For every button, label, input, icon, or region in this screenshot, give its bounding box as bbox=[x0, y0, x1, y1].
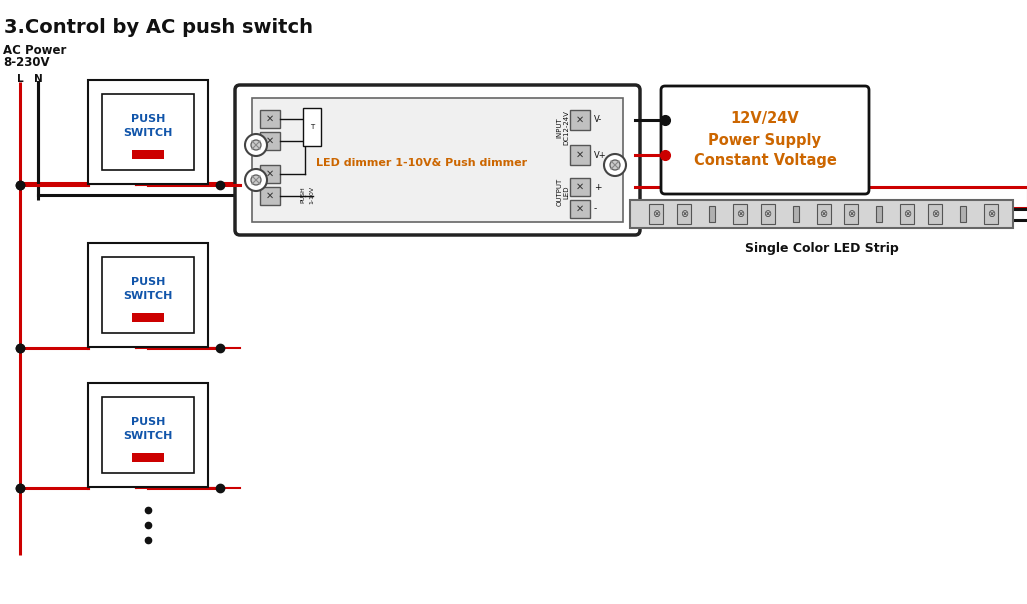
Text: -: - bbox=[594, 205, 598, 213]
Bar bbox=[260, 165, 280, 183]
Bar bbox=[793, 206, 799, 222]
Text: ✕: ✕ bbox=[576, 204, 584, 214]
Text: LED dimmer 1-10V& Push dimmer: LED dimmer 1-10V& Push dimmer bbox=[316, 158, 527, 168]
Text: PUSH
SWITCH: PUSH SWITCH bbox=[123, 114, 173, 138]
Bar bbox=[303, 108, 321, 146]
Text: ⊗: ⊗ bbox=[680, 209, 688, 219]
Text: Single Color LED Strip: Single Color LED Strip bbox=[745, 242, 899, 255]
Text: PUSH: PUSH bbox=[300, 187, 305, 204]
Text: AC Power: AC Power bbox=[3, 44, 67, 57]
Text: L: L bbox=[16, 74, 24, 84]
Bar bbox=[570, 178, 589, 196]
Bar bbox=[102, 94, 194, 170]
Bar bbox=[260, 187, 280, 205]
Text: PUSH
SWITCH: PUSH SWITCH bbox=[123, 417, 173, 441]
Text: ⊗: ⊗ bbox=[735, 209, 744, 219]
Bar bbox=[984, 204, 998, 224]
Text: ✕: ✕ bbox=[266, 114, 274, 124]
Bar bbox=[570, 200, 589, 218]
Text: ⊗: ⊗ bbox=[764, 209, 771, 219]
Text: PUSH
SWITCH: PUSH SWITCH bbox=[123, 277, 173, 301]
Bar bbox=[709, 206, 715, 222]
Bar bbox=[732, 204, 747, 224]
Circle shape bbox=[251, 140, 261, 150]
Text: ✕: ✕ bbox=[576, 150, 584, 160]
Bar bbox=[260, 132, 280, 150]
Text: OUTPUT
LED: OUTPUT LED bbox=[557, 178, 570, 206]
Bar bbox=[630, 200, 1013, 228]
Bar bbox=[88, 80, 208, 184]
Bar bbox=[88, 383, 208, 487]
Text: ⊗: ⊗ bbox=[903, 209, 911, 219]
Bar bbox=[88, 243, 208, 347]
Bar bbox=[928, 204, 942, 224]
Bar bbox=[816, 204, 831, 224]
Text: ✕: ✕ bbox=[576, 115, 584, 125]
Text: ✕: ✕ bbox=[266, 169, 274, 179]
Bar bbox=[677, 204, 691, 224]
Text: V+: V+ bbox=[594, 150, 607, 159]
Text: V-: V- bbox=[594, 115, 602, 124]
Text: ✕: ✕ bbox=[576, 182, 584, 192]
Text: ⊗: ⊗ bbox=[847, 209, 855, 219]
Circle shape bbox=[251, 175, 261, 185]
Bar bbox=[102, 397, 194, 473]
Circle shape bbox=[245, 169, 267, 191]
Circle shape bbox=[604, 154, 626, 176]
Bar bbox=[570, 145, 589, 165]
Bar bbox=[649, 204, 663, 224]
Text: 3.Control by AC push switch: 3.Control by AC push switch bbox=[4, 18, 313, 37]
Text: +: + bbox=[594, 182, 602, 191]
Text: T: T bbox=[310, 124, 314, 130]
Bar bbox=[260, 110, 280, 128]
Text: ✕: ✕ bbox=[266, 136, 274, 146]
Text: N: N bbox=[34, 74, 42, 84]
Bar bbox=[570, 110, 589, 130]
Bar bbox=[102, 257, 194, 333]
Text: ✕: ✕ bbox=[266, 191, 274, 201]
Text: ⊗: ⊗ bbox=[652, 209, 660, 219]
Bar bbox=[132, 150, 164, 159]
Bar bbox=[132, 313, 164, 322]
Bar bbox=[252, 98, 623, 222]
Bar bbox=[876, 206, 882, 222]
Bar bbox=[844, 204, 859, 224]
Bar bbox=[761, 204, 774, 224]
Text: 12V/24V
Power Supply
Constant Voltage: 12V/24V Power Supply Constant Voltage bbox=[693, 112, 836, 169]
Circle shape bbox=[610, 160, 620, 170]
Text: 1-10V: 1-10V bbox=[309, 186, 314, 204]
Text: ⊗: ⊗ bbox=[987, 209, 995, 219]
Circle shape bbox=[245, 134, 267, 156]
Text: ⊗: ⊗ bbox=[820, 209, 828, 219]
Text: INPUT
DC12-24V: INPUT DC12-24V bbox=[557, 111, 570, 146]
Bar bbox=[901, 204, 914, 224]
FancyBboxPatch shape bbox=[235, 85, 640, 235]
Text: ⊗: ⊗ bbox=[931, 209, 940, 219]
Bar bbox=[132, 453, 164, 462]
Bar bbox=[960, 206, 966, 222]
Text: 8-230V: 8-230V bbox=[3, 56, 49, 69]
FancyBboxPatch shape bbox=[661, 86, 869, 194]
